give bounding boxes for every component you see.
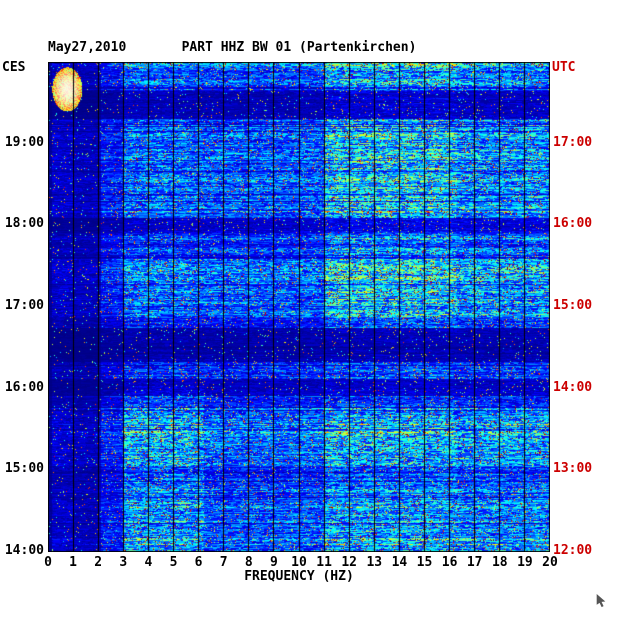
time-tick-label: 16:00	[4, 379, 44, 395]
time-tick-label: 17:00	[553, 134, 593, 150]
time-tick-label: 17:00	[4, 298, 44, 313]
left-timezone-label: CES	[2, 60, 26, 75]
freq-tick-label: 1	[69, 555, 78, 570]
freq-tick-label: 9	[269, 555, 278, 570]
freq-tick-label: 12	[341, 555, 358, 570]
freq-tick-label: 6	[194, 555, 203, 570]
freq-tick-label: 4	[144, 555, 153, 570]
freq-tick-label: 8	[244, 555, 253, 570]
date-label: May27,2010	[48, 40, 127, 55]
figure-title: PART HHZ BW 01 (Partenkirchen)	[181, 40, 417, 55]
freq-tick-label: 7	[219, 555, 228, 570]
freq-tick-label: 15	[416, 555, 433, 570]
freq-tick-label: 20	[542, 555, 558, 570]
freq-tick-label: 10	[291, 555, 307, 570]
time-tick-label: 14:00	[4, 543, 44, 558]
freq-tick-label: 5	[169, 555, 178, 570]
freq-tick-label: 18	[491, 555, 508, 570]
freq-tick-label: 17	[466, 555, 483, 570]
freq-tick-label: 3	[119, 555, 128, 570]
freq-tick-label: 13	[366, 555, 383, 570]
mouse-cursor-icon	[595, 593, 607, 608]
freq-tick-label: 19	[517, 555, 533, 570]
spectrogram-canvas	[48, 62, 550, 552]
time-tick-label: 19:00	[4, 134, 44, 150]
freq-tick-label: 0	[44, 555, 52, 570]
time-tick-label: 15:00	[4, 461, 44, 477]
time-tick-label: 16:00	[553, 216, 593, 232]
time-tick-label: 15:00	[553, 298, 593, 313]
time-tick-label: 13:00	[553, 461, 593, 477]
time-tick-label: 12:00	[553, 543, 593, 558]
time-tick-label: 18:00	[4, 216, 44, 232]
freq-tick-label: 16	[441, 555, 458, 570]
freq-tick-label: 14	[391, 555, 408, 570]
x-axis-label: FREQUENCY (HZ)	[244, 569, 354, 584]
right-timezone-label: UTC	[552, 60, 576, 75]
freq-tick-label: 2	[94, 555, 103, 570]
time-tick-label: 14:00	[553, 379, 593, 395]
freq-tick-label: 11	[316, 555, 332, 570]
